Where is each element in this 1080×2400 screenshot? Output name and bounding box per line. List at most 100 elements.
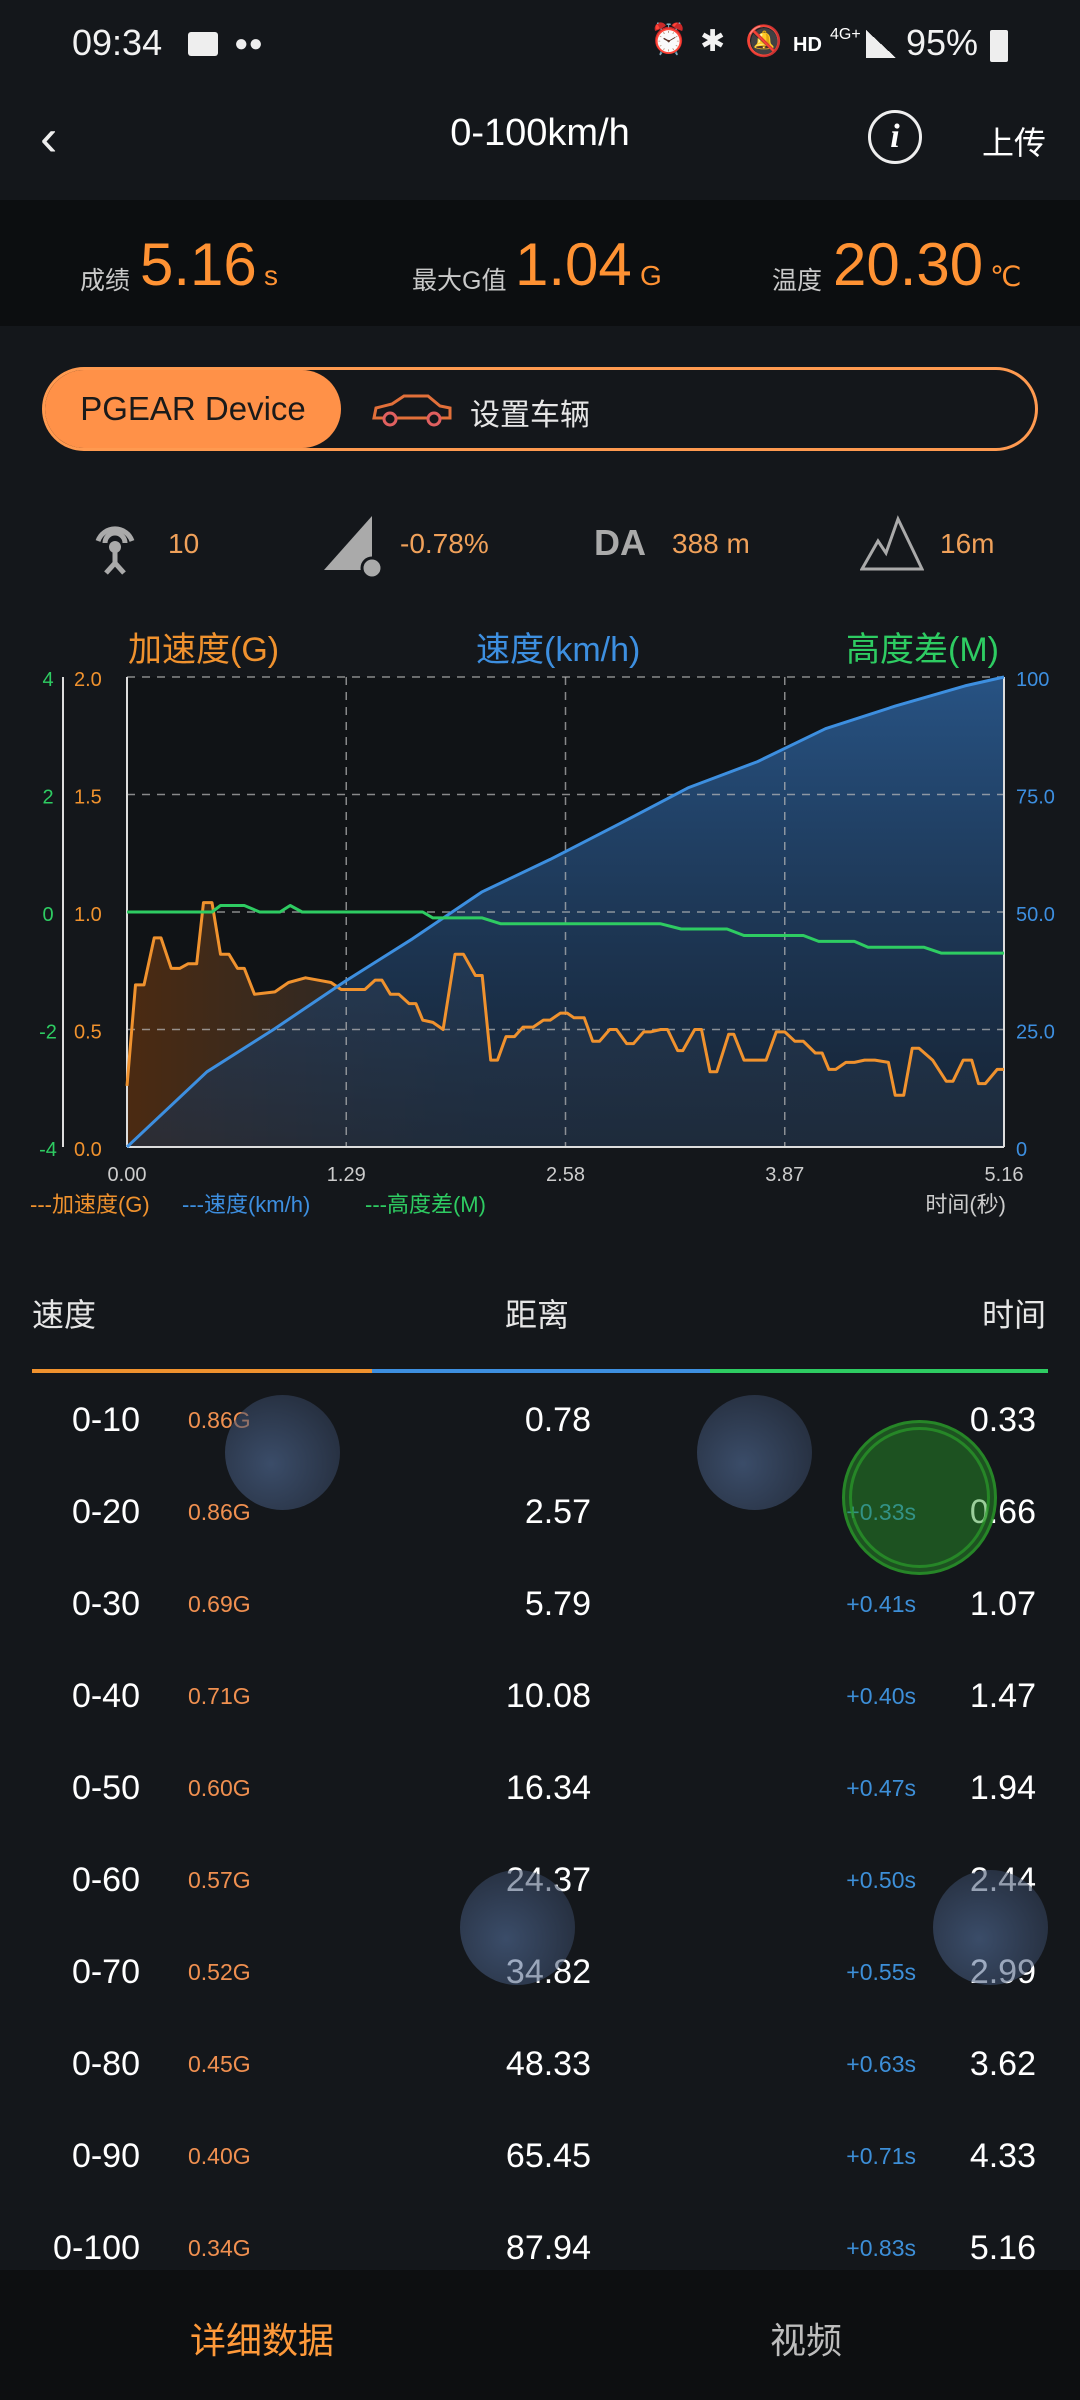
cell-time: 3.62 (969, 2045, 1036, 2083)
upload-button[interactable]: 上传 (982, 125, 1047, 161)
cell-distance: 48.33 (505, 2045, 591, 2083)
signal-icon (866, 30, 896, 58)
back-chevron-icon[interactable]: ‹ (40, 109, 58, 167)
cell-speed: 0-20 (71, 1493, 140, 1531)
y-tick-accel: 1.0 (74, 904, 102, 926)
cell-distance: 16.34 (505, 1769, 591, 1807)
y-tick-accel: 1.5 (74, 787, 102, 809)
x-tick: 2.58 (546, 1164, 585, 1186)
cell-g: 0.40G (188, 2143, 251, 2169)
col-header-time: 时间 (981, 1297, 1046, 1333)
table-row: 0-80 0.45G 48.33 +0.63s 3.62 (0, 2034, 1080, 2126)
cell-speed: 0-40 (71, 1677, 140, 1715)
series-line-speed (125, 675, 1005, 1149)
cell-distance: 10.08 (505, 1677, 591, 1715)
cell-distance: 2.57 (524, 1493, 591, 1531)
cell-g: 0.34G (188, 2235, 251, 2261)
cell-delta: +0.71s (846, 2143, 916, 2169)
y-tick-altitude: -4 (39, 1139, 57, 1161)
legend-speed: ---速度(km/h) (182, 1192, 310, 1217)
satellite-count: 10 (168, 528, 200, 559)
stat-unit-score: s (264, 260, 278, 291)
cell-g: 0.69G (188, 1591, 251, 1617)
cell-speed: 0-30 (71, 1585, 140, 1623)
cell-time: 4.33 (969, 2137, 1036, 2175)
cell-g: 0.57G (188, 1867, 251, 1893)
cell-speed: 0-100 (53, 2229, 140, 2267)
stat-label-temp: 温度 (772, 267, 823, 295)
y-tick-speed: 75.0 (1016, 787, 1055, 809)
x-tick: 3.87 (765, 1164, 804, 1186)
watermark-avatar (697, 1395, 812, 1510)
y-tick-altitude: 0 (42, 904, 53, 926)
tab-detailed-data[interactable]: 详细数据 (190, 2320, 335, 2361)
series-line-accel (125, 901, 1004, 1097)
x-tick: 1.29 (327, 1164, 366, 1186)
y-tick-speed: 50.0 (1016, 904, 1055, 926)
cell-distance: 0.78 (524, 1401, 591, 1439)
cell-delta: +0.47s (846, 1775, 916, 1801)
bluetooth-icon: ✱ (700, 25, 726, 58)
cell-speed: 0-10 (71, 1401, 140, 1439)
table-row: 0-50 0.60G 16.34 +0.47s 1.94 (0, 1758, 1080, 1850)
cell-delta: +0.50s (846, 1867, 916, 1893)
cell-time: 1.07 (969, 1585, 1036, 1623)
stat-unit-max-g: G (640, 260, 662, 291)
cell-speed: 0-80 (71, 2045, 140, 2083)
watermark-avatar (225, 1395, 340, 1510)
cell-time: 5.16 (969, 2229, 1036, 2267)
x-tick: 0.00 (108, 1164, 147, 1186)
cell-speed: 0-70 (71, 1953, 140, 1991)
y-tick-speed: 100 (1016, 669, 1049, 691)
cell-g: 0.71G (188, 1683, 251, 1709)
stat-label-score: 成绩 (80, 267, 131, 295)
network-indicator: 4G+ (830, 26, 861, 43)
bottom-tab-bar (0, 2270, 1080, 2400)
cell-time: 1.47 (969, 1677, 1036, 1715)
header-divider-orange (32, 1369, 372, 1373)
slope-icon (324, 516, 384, 580)
chart-title-accel: 加速度(G) (128, 631, 280, 669)
cell-distance: 65.45 (505, 2137, 591, 2175)
stat-value-score: 5.16 (140, 231, 257, 298)
y-tick-accel: 0.0 (74, 1139, 102, 1161)
table-row: 0-90 0.40G 65.45 +0.71s 4.33 (0, 2126, 1080, 2218)
mute-icon: 🔕 (745, 25, 783, 58)
chart-title-altitude: 高度差(M) (846, 631, 999, 669)
stat-value-temp: 20.30 (833, 231, 984, 298)
x-tick: 5.16 (985, 1164, 1024, 1186)
cell-g: 0.52G (188, 1959, 251, 1985)
table-row: 0-30 0.69G 5.79 +0.41s 1.07 (0, 1574, 1080, 1666)
y-tick-altitude: -2 (39, 1022, 57, 1044)
cell-speed: 0-90 (71, 2137, 140, 2175)
cell-g: 0.86G (188, 1499, 251, 1525)
wechat-icon: ●● (234, 30, 263, 57)
y-tick-accel: 2.0 (74, 669, 102, 691)
battery-icon (990, 30, 1008, 62)
alarm-icon: ⏰ (650, 23, 688, 56)
col-header-speed: 速度 (32, 1297, 97, 1333)
satellite-icon (95, 526, 135, 575)
toggle-set-vehicle[interactable]: 设置车辆 (470, 399, 590, 432)
y-tick-accel: 0.5 (74, 1022, 102, 1044)
toggle-pgear-device[interactable]: PGEAR Device (45, 370, 341, 448)
y-tick-speed: 0 (1016, 1139, 1027, 1161)
cell-g: 0.60G (188, 1775, 251, 1801)
cell-delta: +0.41s (846, 1591, 916, 1617)
cell-delta: +0.63s (846, 2051, 916, 2077)
legend-accel: ---加速度(G) (30, 1192, 150, 1217)
table-row: 0-40 0.71G 10.08 +0.40s 1.47 (0, 1666, 1080, 1758)
cell-distance: 5.79 (524, 1585, 591, 1623)
cell-delta: +0.83s (846, 2235, 916, 2261)
legend-altitude: ---高度差(M) (365, 1192, 486, 1217)
watermark-avatar (460, 1870, 575, 1985)
tab-video[interactable]: 视频 (770, 2320, 843, 2361)
chart-title-speed: 速度(km/h) (476, 631, 641, 669)
y-tick-altitude: 4 (42, 669, 53, 691)
series-line-altitude (127, 904, 1004, 955)
info-icon[interactable]: i (868, 110, 922, 164)
stat-value-max-g: 1.04 (515, 231, 632, 298)
stats-band: 成绩 5.16 s 最大G值 1.04 G 温度 20.30 ℃ (0, 200, 1080, 326)
battery-percent: 95% (906, 22, 979, 63)
